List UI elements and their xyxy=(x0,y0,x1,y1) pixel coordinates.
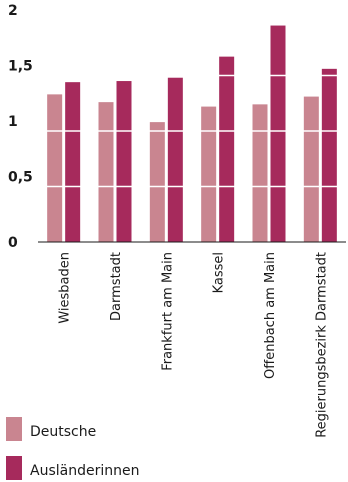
y-tick-label: 1,5 xyxy=(8,59,33,75)
legend-label-deutsche: Deutsche xyxy=(30,424,96,440)
legend-swatch-deutsche xyxy=(6,417,22,441)
bar-auslaenderinnen-5 xyxy=(321,68,337,242)
x-tick-label: Regierungsbezirk Darmstadt xyxy=(314,252,329,438)
legend: Deutsche Ausländerinnen xyxy=(6,417,139,480)
bar-deutsche-0 xyxy=(47,94,63,243)
x-tick-label: Offenbach am Main xyxy=(263,252,278,379)
bar-auslaenderinnen-2 xyxy=(167,77,183,242)
bar-deutsche-4 xyxy=(252,104,268,242)
x-tick-label: Wiesbaden xyxy=(58,252,73,324)
x-tick-label: Frankfurt am Main xyxy=(160,252,175,371)
y-tick-label: 0 xyxy=(8,235,18,251)
bar-auslaenderinnen-0 xyxy=(65,82,81,242)
bar-deutsche-2 xyxy=(149,122,165,242)
bar-auslaenderinnen-3 xyxy=(219,56,235,242)
y-tick-label: 0,5 xyxy=(8,170,33,186)
bar-deutsche-1 xyxy=(98,102,114,242)
y-axis-ticks: 0 0,5 1 1,5 2 xyxy=(8,3,33,251)
legend-label-auslaenderinnen: Ausländerinnen xyxy=(30,463,139,479)
y-tick-label: 2 xyxy=(8,3,18,19)
x-tick-label: Kassel xyxy=(212,252,227,293)
legend-swatch-auslaenderinnen xyxy=(6,456,22,480)
bar-auslaenderinnen-4 xyxy=(270,25,286,242)
bars xyxy=(47,25,337,243)
x-tick-label: Darmstadt xyxy=(109,252,124,321)
y-tick-label: 1 xyxy=(8,114,18,130)
grid-overlay xyxy=(38,19,346,188)
bar-deutsche-3 xyxy=(201,106,217,242)
bar-deutsche-5 xyxy=(303,96,319,242)
bar-auslaenderinnen-1 xyxy=(116,81,132,242)
x-axis-ticks: Wiesbaden Darmstadt Frankfurt am Main Kasse… xyxy=(58,252,330,438)
